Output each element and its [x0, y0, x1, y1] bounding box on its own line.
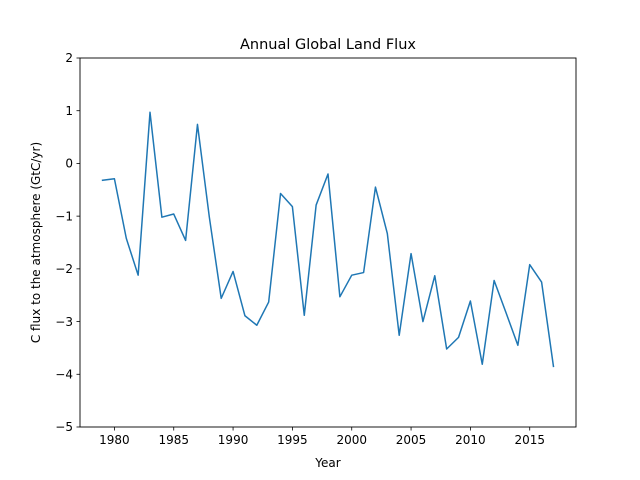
x-tick-label: 2010 — [455, 433, 486, 447]
y-tick-label: 2 — [65, 51, 73, 65]
plot-area — [101, 111, 555, 368]
x-tick-label: 1980 — [99, 433, 130, 447]
x-tick-label: 1990 — [218, 433, 249, 447]
y-tick-label: −5 — [55, 420, 73, 434]
x-tick-label: 1985 — [158, 433, 189, 447]
x-tick-label: 1995 — [277, 433, 308, 447]
x-tick-label: 2015 — [514, 433, 545, 447]
x-axis: 1980 1985 1990 1995 2000 2005 2010 2015 — [99, 427, 545, 447]
axes-frame — [79, 57, 577, 428]
series-line — [101, 111, 555, 368]
x-axis-label: Year — [314, 456, 340, 470]
y-axis: −5 −4 −3 −2 −1 0 1 2 — [55, 51, 80, 434]
y-tick-label: −3 — [55, 315, 73, 329]
x-tick-label: 2005 — [396, 433, 427, 447]
y-tick-label: −4 — [55, 367, 73, 381]
y-tick-label: 1 — [65, 104, 73, 118]
y-tick-label: −2 — [55, 262, 73, 276]
x-tick-label: 2000 — [336, 433, 367, 447]
y-tick-label: 0 — [65, 157, 73, 171]
chart-title: Annual Global Land Flux — [240, 37, 416, 53]
y-tick-label: −1 — [55, 209, 73, 223]
y-axis-label: C flux to the atmosphere (GtC/yr) — [29, 142, 43, 343]
